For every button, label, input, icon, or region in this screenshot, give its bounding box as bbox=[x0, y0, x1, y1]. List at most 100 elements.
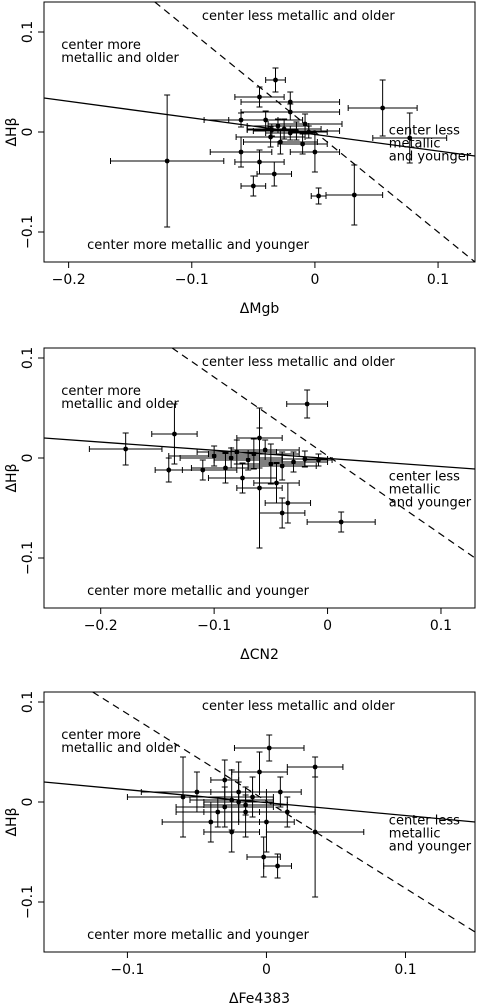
data-marker bbox=[316, 457, 321, 463]
plot-frame bbox=[43, 347, 476, 609]
data-point bbox=[203, 112, 279, 128]
data-point bbox=[325, 164, 384, 226]
data-marker bbox=[302, 121, 308, 127]
plot-area bbox=[44, 348, 475, 559]
data-marker bbox=[312, 149, 318, 155]
annotation-top: center less metallic and older bbox=[202, 699, 395, 714]
data-point bbox=[265, 67, 286, 93]
data-marker bbox=[380, 105, 386, 111]
data-point bbox=[246, 836, 281, 878]
y-tick-label: −0.1 bbox=[20, 885, 36, 919]
annotation-right: and younger bbox=[389, 150, 472, 165]
data-point bbox=[203, 811, 260, 853]
data-marker bbox=[312, 764, 318, 770]
data-marker bbox=[211, 453, 217, 459]
x-tick-label: −0.1 bbox=[197, 618, 231, 634]
annotation-right: metallic bbox=[389, 827, 441, 842]
data-marker bbox=[250, 183, 256, 189]
data-point bbox=[253, 462, 300, 504]
data-point bbox=[267, 113, 343, 135]
annotation-right: metallic bbox=[389, 137, 441, 152]
data-marker bbox=[407, 135, 413, 141]
data-marker bbox=[284, 809, 290, 815]
data-point bbox=[372, 112, 448, 164]
panel-2: −0.2 −0.1 0 0.1 −0.1 0 0.1 ΔCN2 ΔHβ center less m… bbox=[4, 347, 476, 663]
data-marker bbox=[257, 435, 262, 441]
annotation-left: center more bbox=[61, 384, 141, 399]
data-marker bbox=[316, 193, 322, 199]
data-point bbox=[246, 123, 297, 137]
data-marker bbox=[271, 171, 277, 177]
annotation-right: and younger bbox=[389, 496, 472, 511]
x-tick-label: 0 bbox=[262, 962, 271, 978]
plot-area bbox=[44, 692, 475, 933]
annotation-top: center less metallic and older bbox=[202, 9, 395, 24]
data-point bbox=[231, 751, 288, 793]
data-point bbox=[246, 118, 322, 140]
data-point bbox=[259, 776, 302, 808]
x-tick-label: −0.1 bbox=[110, 962, 144, 978]
dashed-reference-line bbox=[92, 692, 475, 933]
annotation-top: center less metallic and older bbox=[202, 355, 395, 370]
annotation-bottom: center more metallic and younger bbox=[87, 928, 310, 943]
data-point bbox=[259, 451, 329, 473]
y-tick-label: 0.1 bbox=[20, 347, 36, 369]
data-marker bbox=[238, 149, 244, 155]
data-point bbox=[347, 79, 418, 137]
data-marker bbox=[300, 141, 305, 147]
y-tick-label: 0 bbox=[20, 798, 36, 807]
annotation-right: and younger bbox=[389, 840, 472, 855]
data-marker bbox=[285, 500, 291, 506]
data-marker bbox=[229, 829, 235, 835]
x-tick-label: −0.1 bbox=[175, 272, 209, 288]
data-marker bbox=[245, 457, 251, 463]
x-axis-title: ΔFe4383 bbox=[229, 991, 290, 1007]
data-marker bbox=[223, 465, 228, 471]
x-tick-label: −0.2 bbox=[84, 618, 118, 634]
data-marker bbox=[208, 819, 214, 825]
data-marker bbox=[273, 77, 278, 83]
data-point bbox=[306, 511, 376, 533]
data-marker bbox=[278, 139, 283, 145]
data-marker bbox=[275, 123, 281, 129]
data-point bbox=[234, 149, 285, 175]
x-tick-label: 0 bbox=[310, 272, 319, 288]
annotation-right: center less bbox=[389, 470, 460, 485]
data-marker bbox=[228, 455, 234, 461]
data-point bbox=[126, 756, 240, 838]
data-marker bbox=[215, 809, 221, 815]
data-marker bbox=[279, 510, 285, 516]
y-tick-label: −0.1 bbox=[20, 215, 36, 249]
data-point bbox=[151, 403, 198, 465]
data-marker bbox=[200, 467, 206, 473]
x-axis-title: ΔMgb bbox=[240, 301, 280, 317]
data-point bbox=[277, 133, 328, 155]
annotation-bottom: center more metallic and younger bbox=[87, 584, 310, 599]
data-point bbox=[175, 786, 274, 828]
data-marker bbox=[351, 192, 357, 198]
y-axis-title: ΔHβ bbox=[4, 463, 20, 492]
data-marker bbox=[269, 127, 275, 133]
data-point bbox=[109, 94, 225, 228]
data-marker bbox=[306, 129, 312, 135]
data-marker bbox=[222, 804, 228, 810]
data-marker bbox=[338, 519, 344, 525]
data-point bbox=[286, 756, 344, 778]
x-tick-label: 0.1 bbox=[394, 962, 416, 978]
annotation-right: metallic bbox=[389, 483, 441, 498]
data-marker bbox=[257, 485, 262, 491]
data-point bbox=[304, 453, 333, 467]
data-marker bbox=[123, 446, 129, 452]
data-point bbox=[190, 452, 260, 484]
annotation-bottom: center more metallic and younger bbox=[87, 238, 310, 253]
y-tick-label: −0.1 bbox=[20, 541, 36, 575]
data-marker bbox=[266, 745, 272, 751]
data-marker bbox=[257, 159, 262, 165]
data-point bbox=[286, 389, 329, 419]
data-marker bbox=[250, 794, 255, 800]
data-point bbox=[236, 407, 283, 469]
data-point bbox=[263, 853, 292, 879]
data-point bbox=[203, 794, 288, 816]
panel-3: −0.1 0 0.1 −0.1 0 0.1 ΔFe4383 ΔHβ center less me… bbox=[4, 691, 476, 1007]
